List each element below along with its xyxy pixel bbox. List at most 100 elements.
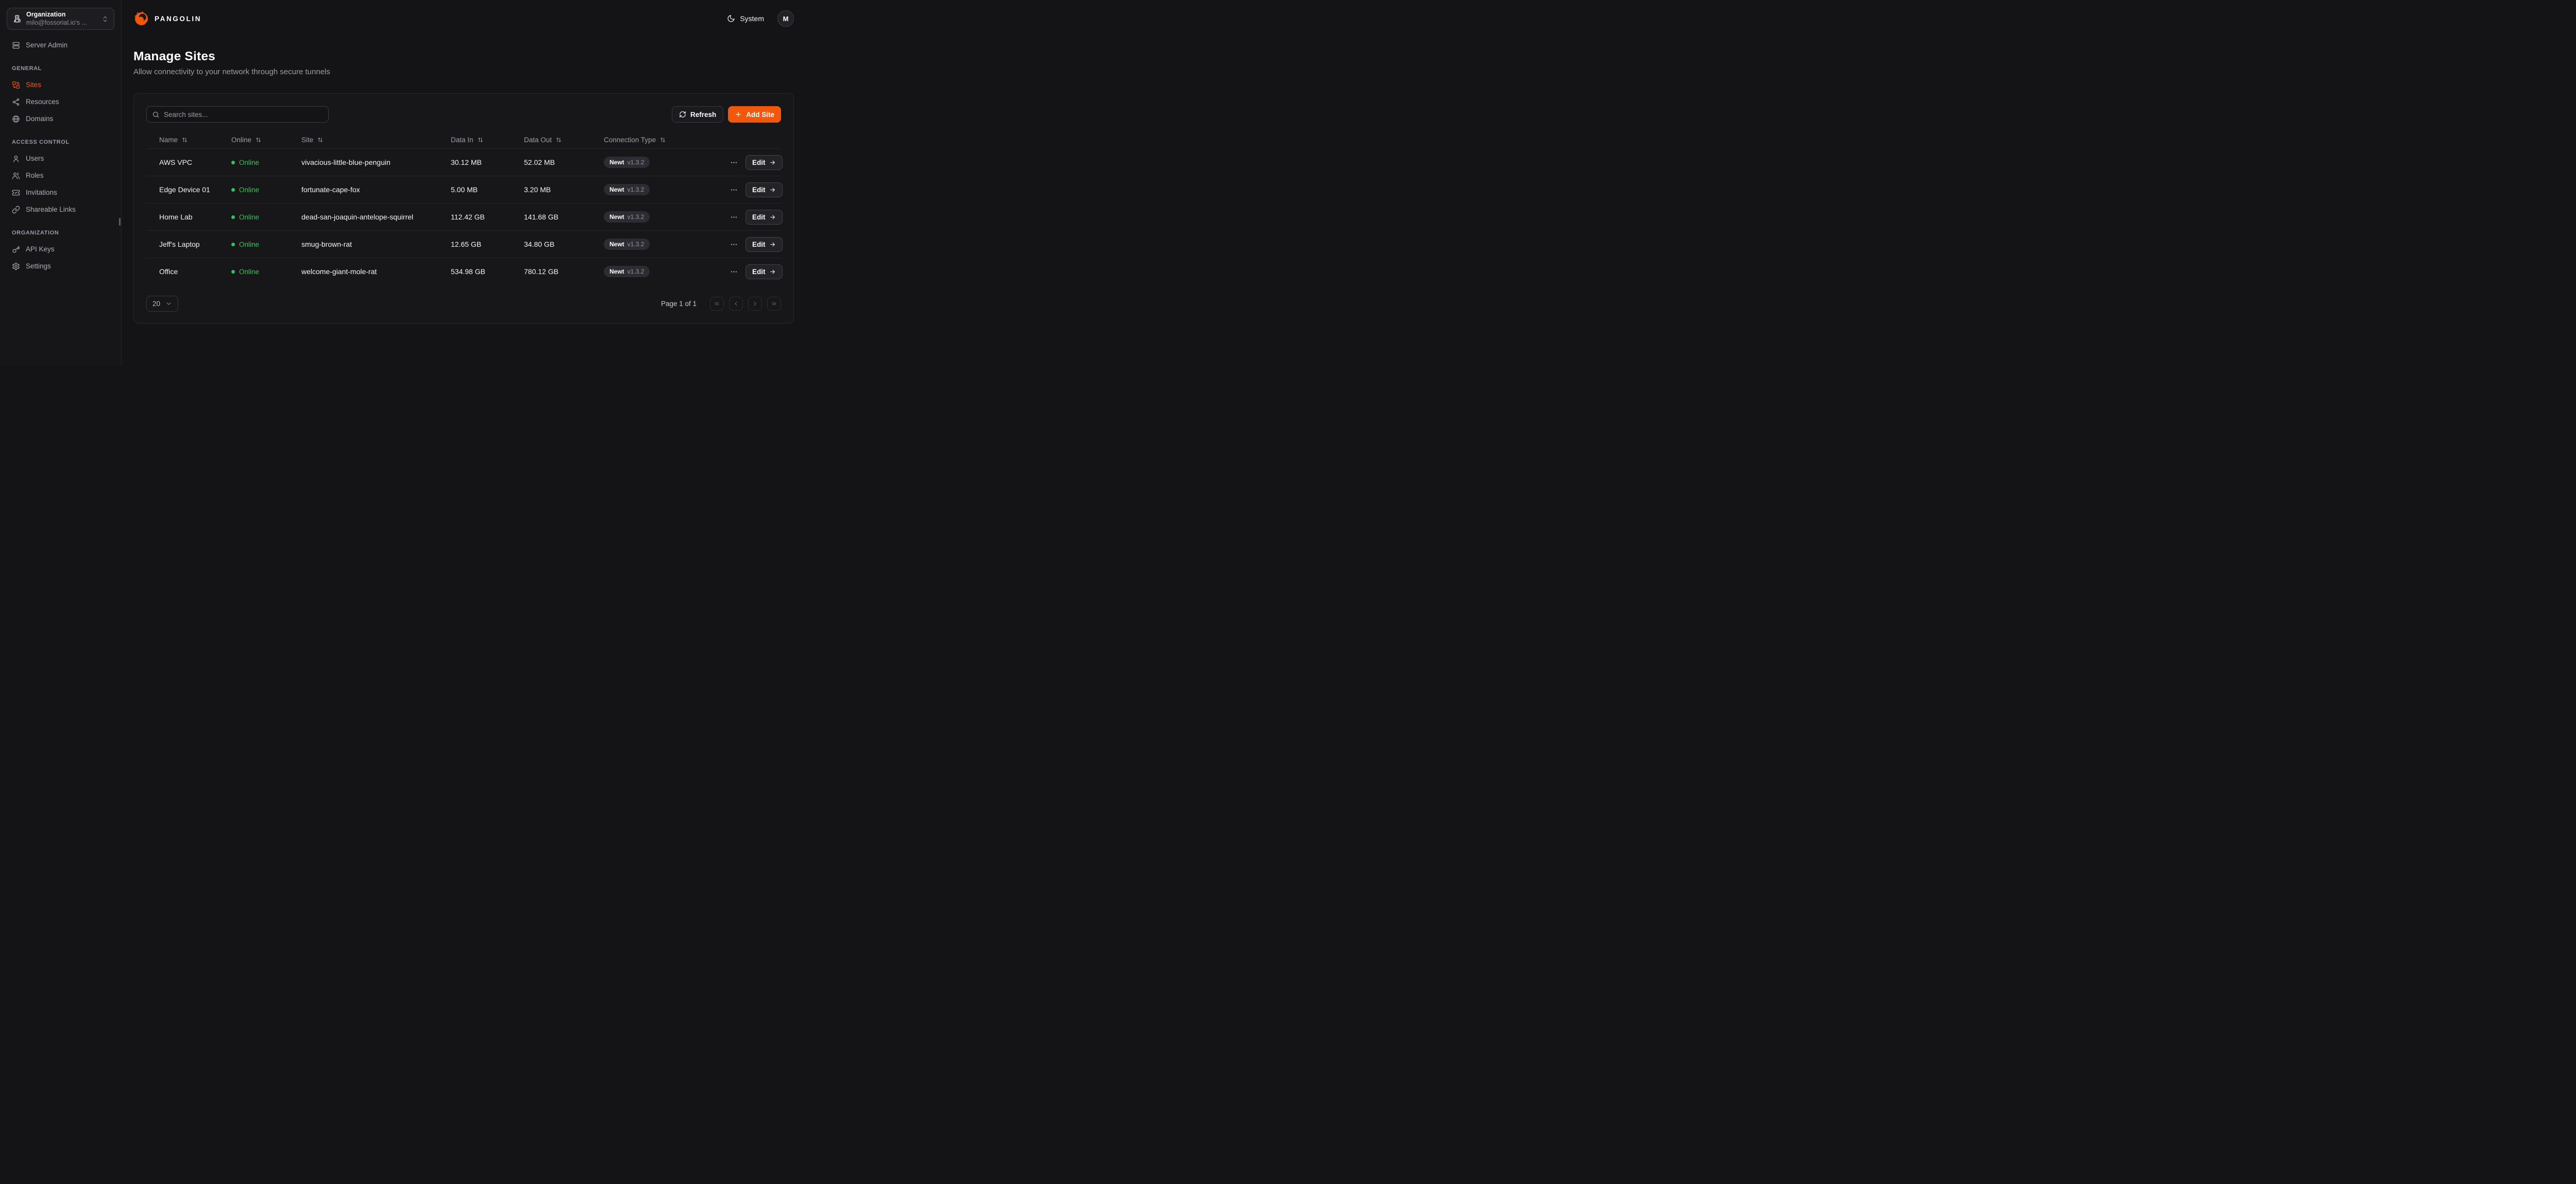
sidebar-item-label: Server Admin — [26, 41, 68, 49]
chevrons-left-icon — [714, 300, 720, 307]
sites-table: Name Online Site Data In Data Out — [146, 131, 783, 285]
edit-button[interactable]: Edit — [745, 182, 783, 197]
column-header-online[interactable]: Online — [231, 136, 301, 144]
connection-type-badge: Newt v1.3.2 — [604, 184, 650, 195]
brand-name: PANGOLIN — [155, 14, 202, 23]
edit-button[interactable]: Edit — [745, 209, 783, 225]
sidebar-item-api-keys[interactable]: API Keys — [7, 241, 114, 258]
pagination-bar: 20 Page 1 of 1 — [146, 296, 781, 312]
site-name: AWS VPC — [159, 158, 193, 166]
arrow-right-icon — [769, 187, 776, 193]
sort-icon — [255, 137, 262, 143]
last-page-button[interactable] — [767, 297, 781, 311]
sidebar-scrollbar-thumb[interactable] — [119, 218, 121, 226]
connection-type-badge: Newt v1.3.2 — [604, 239, 650, 250]
page-title: Manage Sites — [133, 49, 215, 63]
column-header-data-in[interactable]: Data In — [451, 136, 524, 144]
server-icon — [12, 41, 20, 49]
sidebar-item-label: Resources — [26, 98, 59, 106]
prev-page-button[interactable] — [729, 297, 743, 311]
moon-icon — [727, 14, 735, 23]
sidebar-item-users[interactable]: Users — [7, 150, 114, 167]
edit-button[interactable]: Edit — [745, 264, 783, 279]
sidebar-section-general: GENERAL — [12, 65, 42, 72]
sidebar-item-shareable-links[interactable]: Shareable Links — [7, 201, 114, 218]
row-menu-ellipsis-icon[interactable] — [729, 212, 739, 222]
pangolin-logo-icon — [133, 11, 149, 27]
edit-button[interactable]: Edit — [745, 155, 783, 170]
building-icon — [13, 14, 22, 23]
sidebar-item-settings[interactable]: Settings — [7, 258, 114, 275]
theme-label: System — [740, 14, 764, 23]
page-status: Page 1 of 1 — [660, 300, 697, 308]
arrow-right-icon — [769, 159, 776, 166]
sidebar-item-invitations[interactable]: Invitations — [7, 184, 114, 201]
site-name: Jeff's Laptop — [159, 240, 200, 248]
site-tunnel-id: welcome-giant-mole-rat — [301, 267, 377, 276]
next-page-button[interactable] — [748, 297, 762, 311]
status-badge: Online — [231, 213, 301, 221]
sort-icon — [659, 137, 666, 143]
search-icon — [152, 111, 160, 119]
data-out-value: 3.20 MB — [524, 185, 551, 194]
ticket-check-icon — [12, 189, 20, 197]
table-header-row: Name Online Site Data In Data Out — [146, 131, 781, 148]
sidebar: Organization milo@fossorial.io's ... Ser… — [0, 0, 122, 366]
theme-toggle[interactable]: System — [727, 14, 764, 23]
arrow-right-icon — [769, 241, 776, 248]
first-page-button[interactable] — [710, 297, 724, 311]
add-site-button[interactable]: Add Site — [728, 106, 781, 123]
arrow-right-icon — [769, 214, 776, 221]
site-name: Office — [159, 267, 178, 276]
sidebar-item-label: Invitations — [26, 189, 57, 196]
chevrons-right-icon — [771, 300, 777, 307]
table-row: Home Lab Online dead-san-joaquin-antelop… — [146, 203, 783, 230]
column-header-name[interactable]: Name — [159, 136, 231, 144]
combine-icon — [12, 81, 20, 89]
row-menu-ellipsis-icon[interactable] — [729, 158, 739, 167]
users-icon — [12, 172, 20, 180]
search-input[interactable] — [164, 110, 323, 119]
data-in-value: 534.98 GB — [451, 267, 485, 276]
data-in-value: 30.12 MB — [451, 158, 482, 166]
sidebar-item-server-admin[interactable]: Server Admin — [7, 37, 114, 54]
plus-icon — [735, 111, 742, 118]
table-row: Edge Device 01 Online fortunate-cape-fox… — [146, 176, 783, 203]
sidebar-item-label: API Keys — [26, 245, 55, 253]
chevrons-up-down-icon — [101, 15, 109, 23]
avatar-initial: M — [783, 14, 789, 23]
org-switcher[interactable]: Organization milo@fossorial.io's ... — [7, 8, 114, 30]
row-menu-ellipsis-icon[interactable] — [729, 240, 739, 249]
user-icon — [12, 155, 20, 163]
sidebar-item-sites[interactable]: Sites — [7, 76, 114, 93]
table-row: Jeff's Laptop Online smug-brown-rat 12.6… — [146, 230, 783, 258]
org-switcher-label: Organization — [26, 10, 66, 18]
edit-button[interactable]: Edit — [745, 236, 783, 252]
row-menu-ellipsis-icon[interactable] — [729, 185, 739, 195]
data-out-value: 52.02 MB — [524, 158, 555, 166]
link-icon — [12, 206, 20, 214]
column-header-connection-type[interactable]: Connection Type — [604, 136, 729, 144]
avatar[interactable]: M — [777, 10, 794, 27]
refresh-button[interactable]: Refresh — [671, 106, 724, 123]
connection-type-badge: Newt v1.3.2 — [604, 266, 650, 277]
sidebar-section-organization: ORGANIZATION — [12, 230, 59, 236]
status-badge: Online — [231, 159, 301, 166]
sidebar-section-access-control: ACCESS CONTROL — [12, 139, 70, 145]
page-subtitle: Allow connectivity to your network throu… — [133, 67, 330, 76]
sidebar-item-resources[interactable]: Resources — [7, 93, 114, 110]
column-header-site[interactable]: Site — [301, 136, 451, 144]
waypoints-icon — [12, 98, 20, 106]
status-badge: Online — [231, 186, 301, 194]
sidebar-item-roles[interactable]: Roles — [7, 167, 114, 184]
sidebar-item-label: Domains — [26, 115, 54, 123]
page-size-select[interactable]: 20 — [146, 296, 179, 312]
column-header-data-out[interactable]: Data Out — [524, 136, 604, 144]
chevron-right-icon — [752, 300, 758, 307]
sidebar-item-domains[interactable]: Domains — [7, 110, 114, 127]
data-out-value: 34.80 GB — [524, 240, 555, 248]
row-menu-ellipsis-icon[interactable] — [729, 267, 739, 277]
connection-type-badge: Newt v1.3.2 — [604, 157, 650, 168]
online-dot — [231, 160, 235, 164]
online-dot — [231, 215, 235, 219]
